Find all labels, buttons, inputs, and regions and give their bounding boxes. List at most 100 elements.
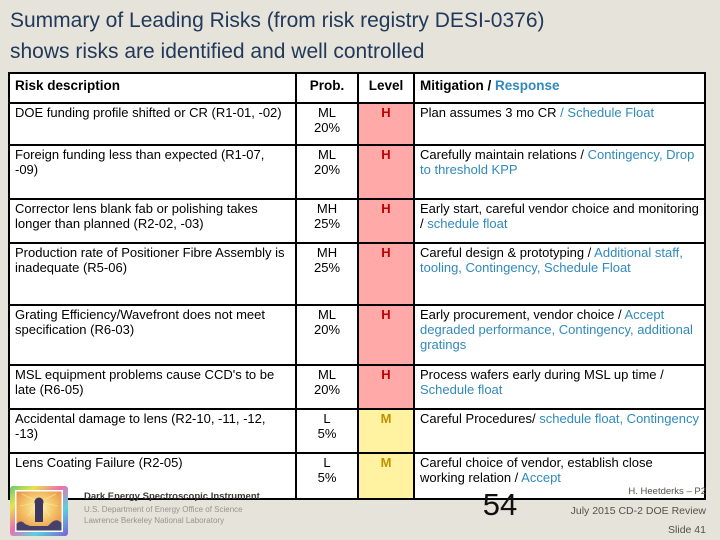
level-cell: M [357, 452, 415, 500]
level-cell: H [357, 102, 415, 146]
table-row: Corrector lens blank fab or polishing ta… [8, 198, 706, 244]
mitigation-text: Careful design & prototyping / [420, 245, 595, 260]
instrument-name: Dark Energy Spectroscopic Instrument [84, 491, 260, 502]
mitigation-response-text: Contingency, Drop to threshold KPP [420, 147, 695, 177]
mitigation-text: Early start, careful vendor choice and m… [420, 201, 699, 231]
level-cell: H [357, 198, 415, 244]
slide-number-label: Slide 41 [668, 524, 706, 536]
probability-rank: MH [316, 201, 338, 216]
footer-credits: H. Heetderks – P2 July 2015 CD-2 DOE Rev… [571, 486, 706, 536]
risk-description-cell: Grating Efficiency/Wavefront does not me… [8, 304, 297, 366]
probability-cell: ML 20% [295, 364, 359, 410]
mitigation-response-text: Accept degraded performance, Contingency… [420, 307, 693, 352]
probability-cell: L 5% [295, 452, 359, 500]
probability-percent: 20% [313, 161, 341, 177]
mitigation-response-text: / Schedule Float [560, 105, 655, 120]
probability-percent: 25% [313, 259, 341, 275]
risk-description-cell: MSL equipment problems cause CCD's to be… [8, 364, 297, 410]
probability-cell: MH 25% [295, 198, 359, 244]
level-cell: H [357, 242, 415, 306]
table-header-row: Risk description Prob. Level Mitigation … [8, 72, 706, 104]
probability-cell: ML 20% [295, 144, 359, 200]
review-label: July 2015 CD-2 DOE Review [570, 505, 706, 517]
page-title: Summary of Leading Risks (from risk regi… [10, 5, 545, 67]
mitigation-cell: Careful choice of vendor, establish clos… [413, 452, 706, 500]
probability-rank: L [323, 455, 331, 470]
probability-cell: L 5% [295, 408, 359, 454]
page-number: 54 [482, 487, 518, 522]
level-badge: H [381, 245, 391, 260]
desi-logo [10, 486, 68, 540]
risk-description-cell: Foreign funding less than expected (R1-0… [8, 144, 297, 200]
mitigation-text: Careful Procedures/ [420, 411, 540, 426]
probability-rank: ML [317, 147, 337, 162]
probability-percent: 5% [317, 425, 337, 441]
probability-percent: 5% [317, 469, 337, 485]
mitigation-text: Carefully maintain relations / [420, 147, 588, 162]
table-row: Accidental damage to lens (R2-10, -11, -… [8, 408, 706, 454]
table-row: DOE funding profile shifted or CR (R1-01… [8, 102, 706, 146]
risk-table-body: DOE funding profile shifted or CR (R1-01… [8, 102, 706, 500]
title-line-2: shows risks are identified and well cont… [10, 40, 425, 63]
level-badge: H [381, 367, 391, 382]
risk-description-cell: Accidental damage to lens (R2-10, -11, -… [8, 408, 297, 454]
mitigation-text: Careful choice of vendor, establish clos… [420, 455, 653, 485]
footer-organization: Dark Energy Spectroscopic Instrument U.S… [84, 491, 260, 527]
level-badge: H [381, 201, 391, 216]
author-label: H. Heetderks – P2 [628, 486, 706, 497]
mitigation-cell: Early start, careful vendor choice and m… [413, 198, 706, 244]
mitigation-response-text: Accept [521, 469, 561, 485]
risk-description-cell: Production rate of Positioner Fibre Asse… [8, 242, 297, 306]
level-badge: M [380, 455, 392, 470]
lab-name-label: Lawrence Berkeley National Laboratory [84, 516, 225, 525]
mitigation-text: Plan assumes 3 mo CR [420, 105, 561, 120]
probability-percent: 25% [313, 215, 341, 231]
probability-cell: ML 20% [295, 102, 359, 146]
mitigation-cell: Careful design & prototyping / Additiona… [413, 242, 706, 306]
table-row: MSL equipment problems cause CCD's to be… [8, 364, 706, 410]
table-row: Grating Efficiency/Wavefront does not me… [8, 304, 706, 366]
probability-rank: ML [317, 105, 337, 120]
column-header-prob: Prob. [295, 72, 359, 104]
probability-rank: MH [316, 245, 338, 260]
level-badge: H [381, 105, 391, 120]
telescope-logo-icon [10, 486, 68, 536]
mitigation-cell: Plan assumes 3 mo CR / Schedule Float [413, 102, 706, 146]
probability-rank: L [323, 411, 331, 426]
response-header-label: Response [495, 78, 560, 93]
mitigation-cell: Careful Procedures/ schedule float, Cont… [413, 408, 706, 454]
probability-cell: ML 20% [295, 304, 359, 366]
mitigation-response-text: schedule float [427, 215, 508, 231]
probability-rank: ML [317, 367, 337, 382]
table-row: Lens Coating Failure (R2-05) L 5% M Caref… [8, 452, 706, 500]
risk-table: Risk description Prob. Level Mitigation … [8, 72, 706, 500]
probability-percent: 20% [313, 119, 341, 135]
probability-cell: MH 25% [295, 242, 359, 306]
mitigation-response-text: Schedule float [420, 381, 503, 397]
mitigation-text: Process wafers early during MSL up time … [420, 367, 664, 382]
column-header-risk-description: Risk description [8, 72, 297, 104]
level-cell: H [357, 144, 415, 200]
mitigation-response-text: schedule float, Contingency [539, 411, 699, 426]
probability-percent: 20% [313, 321, 341, 337]
column-header-mitigation: Mitigation / Response [413, 72, 706, 104]
risk-description-cell: Corrector lens blank fab or polishing ta… [8, 198, 297, 244]
probability-rank: ML [317, 307, 337, 322]
title-line-1: Summary of Leading Risks (from risk regi… [10, 9, 545, 32]
mitigation-cell: Carefully maintain relations / Contingen… [413, 144, 706, 200]
table-row: Production rate of Positioner Fibre Asse… [8, 242, 706, 306]
risk-description-cell: DOE funding profile shifted or CR (R1-01… [8, 102, 297, 146]
mitigation-text: Early procurement, vendor choice / [420, 307, 625, 322]
level-badge: H [381, 307, 391, 322]
level-cell: H [357, 304, 415, 366]
mitigation-header-label: Mitigation / [420, 78, 495, 93]
mitigation-cell: Process wafers early during MSL up time … [413, 364, 706, 410]
column-header-level: Level [357, 72, 415, 104]
mitigation-response-text: Additional staff, tooling, Contingency, … [420, 245, 683, 275]
level-badge: M [380, 411, 392, 426]
mitigation-cell: Early procurement, vendor choice / Accep… [413, 304, 706, 366]
level-cell: H [357, 364, 415, 410]
doe-office-label: U.S. Department of Energy Office of Scie… [84, 505, 243, 514]
level-badge: H [381, 147, 391, 162]
